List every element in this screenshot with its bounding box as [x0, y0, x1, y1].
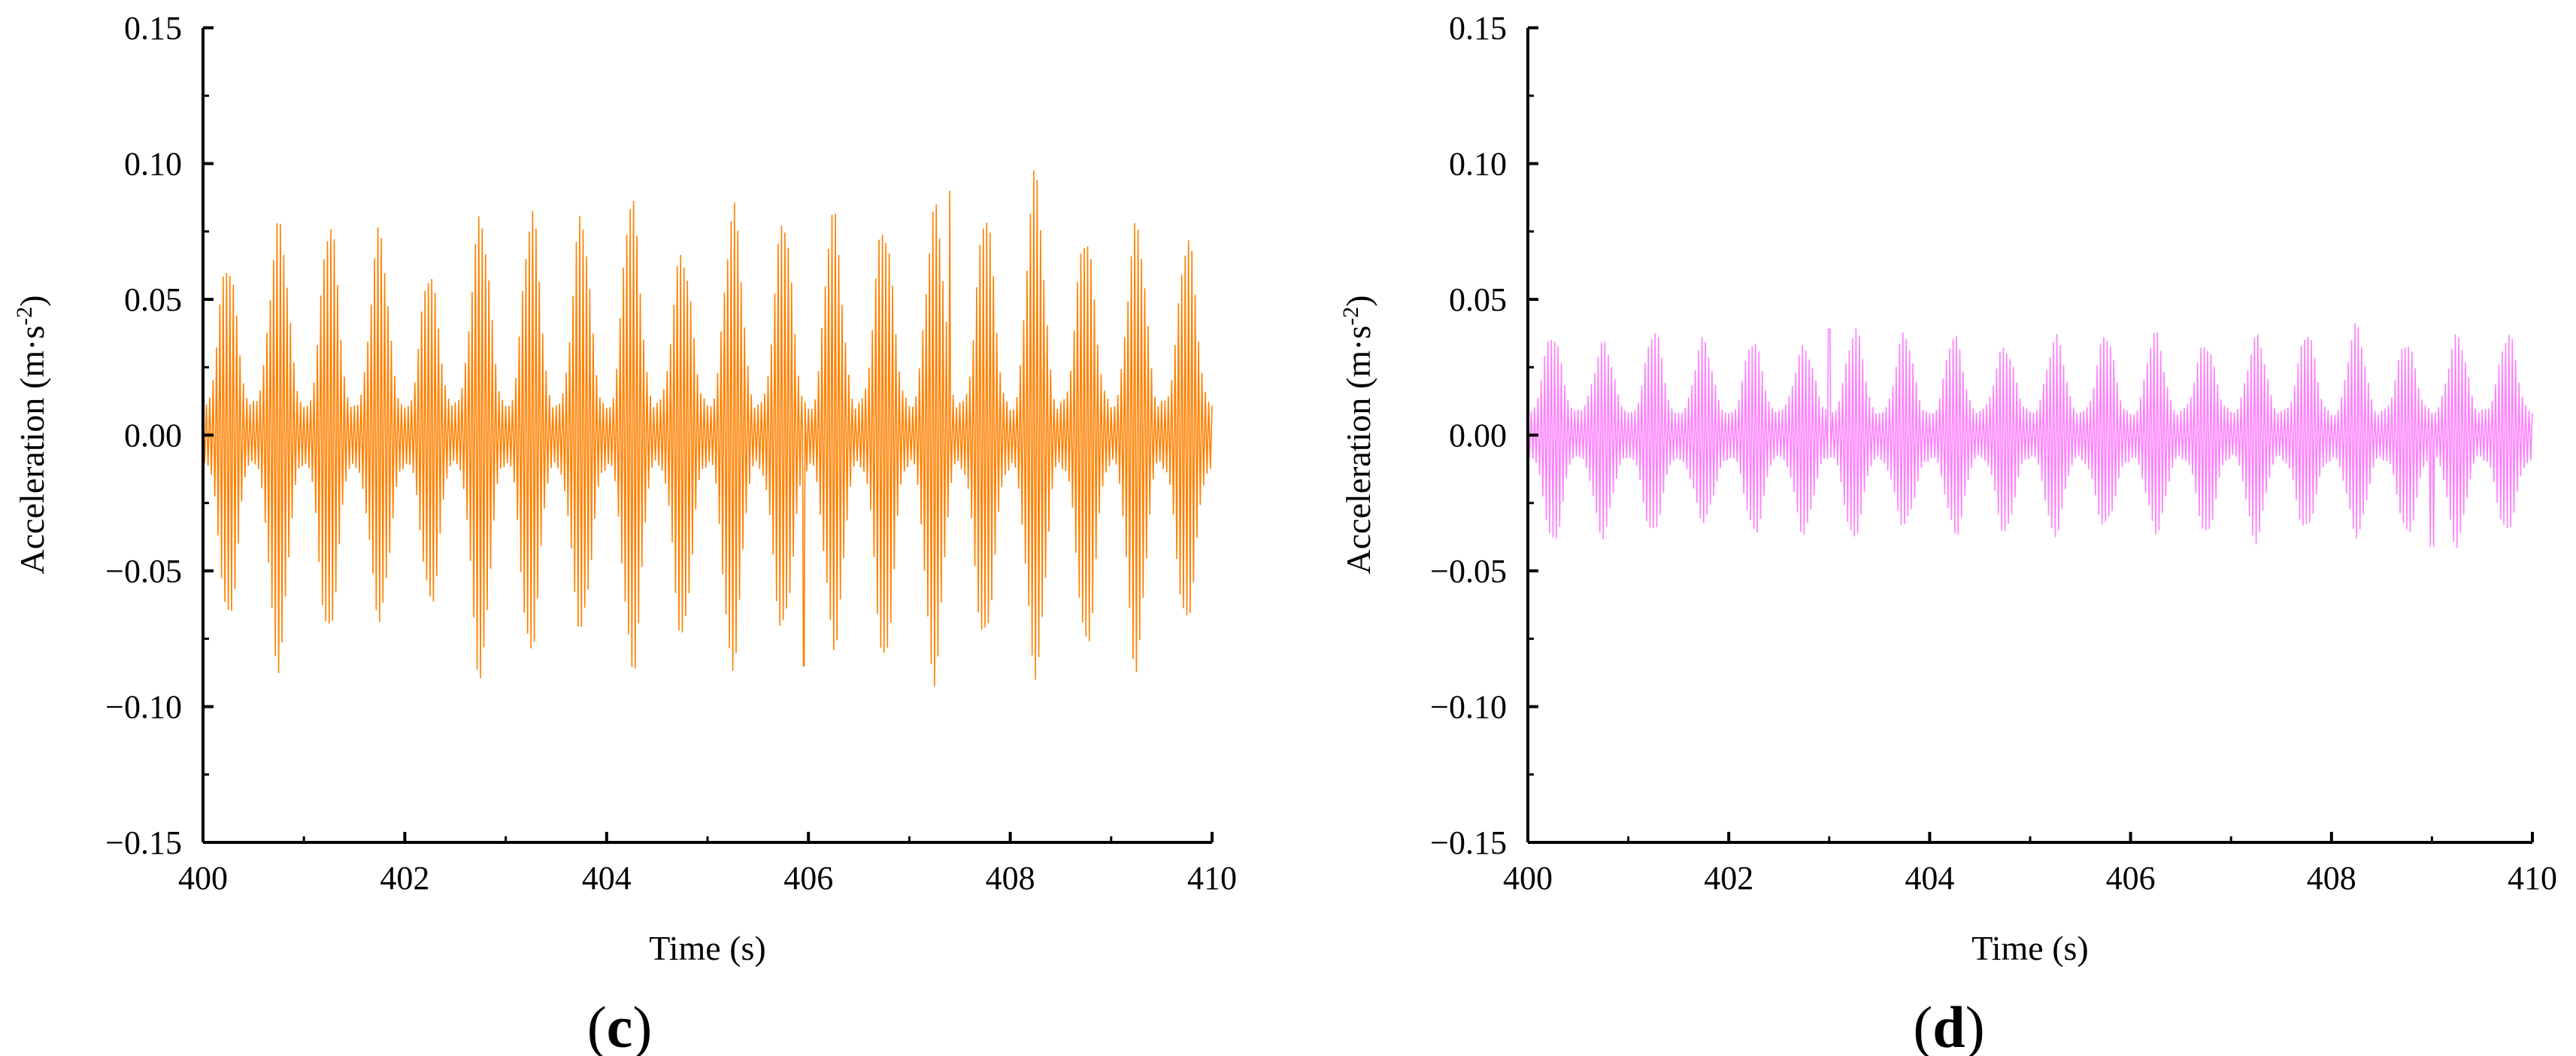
x-tick-label: 404: [582, 860, 632, 897]
chart-panel-c: −0.15−0.10−0.050.000.050.100.15 400 402 40…: [12, 10, 1237, 1056]
x-axis-ticks: 400 402 404 406 408 410: [178, 832, 1237, 897]
x-tick-label: 406: [2106, 860, 2156, 897]
x-tick-label: 410: [2508, 860, 2557, 897]
chart-panel-d: −0.15−0.10−0.050.000.050.100.15 400 402 40…: [1338, 10, 2557, 1056]
x-tick-label: 404: [1905, 860, 1954, 897]
y-tick-label: −0.15: [1430, 824, 1507, 861]
y-tick-label: 0.15: [124, 10, 182, 47]
y-axis-ticks: −0.15 −0.10 −0.05 0.00 0.05 0.10 0.15: [1430, 10, 1538, 861]
y-tick-label: −0.15: [105, 824, 182, 861]
y-axis-ticks: −0.15 −0.10 −0.05 0.00 0.05 0.10 0.15: [105, 10, 214, 861]
y-axis-title: Acceleration (m·s-2): [1338, 295, 1377, 574]
x-tick-label: 400: [1503, 860, 1553, 897]
y-tick-label: −0.05: [1430, 553, 1507, 590]
y-axis-title: Acceleration (m·s-2): [12, 295, 51, 574]
acceleration-signal-c: [202, 170, 1213, 687]
y-tick-label: −0.05: [105, 553, 182, 590]
y-tick-label: 0.10: [124, 146, 182, 183]
x-tick-label: 408: [986, 860, 1035, 897]
panel-label-d: (d): [1913, 994, 1984, 1056]
y-tick-label: 0.15: [1449, 10, 1507, 47]
x-tick-label: 408: [2307, 860, 2356, 897]
panel-label-c: (c): [587, 994, 653, 1056]
x-tick-label: 402: [1704, 860, 1753, 897]
y-tick-label: 0.05: [1449, 281, 1507, 318]
y-tick-label: −0.10: [105, 689, 182, 726]
y-tick-label: −0.10: [1430, 689, 1507, 726]
x-tick-label: 410: [1187, 860, 1237, 897]
y-tick-label: 0.00: [124, 417, 182, 454]
x-axis-title: Time (s): [649, 929, 766, 967]
y-tick-label: 0.10: [1449, 146, 1507, 183]
acceleration-signal-d: [1527, 323, 2533, 548]
x-tick-label: 406: [783, 860, 833, 897]
x-tick-label: 402: [380, 860, 429, 897]
y-tick-label: 0.05: [124, 281, 182, 318]
x-axis-title: Time (s): [1971, 929, 2089, 967]
x-axis-ticks: 400 402 404 406 408 410: [1503, 832, 2557, 897]
y-tick-label: 0.00: [1449, 417, 1507, 454]
x-tick-label: 400: [178, 860, 228, 897]
